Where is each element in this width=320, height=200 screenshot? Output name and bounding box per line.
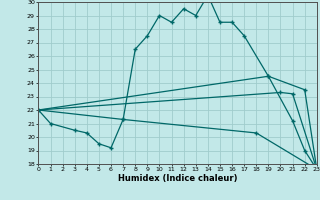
X-axis label: Humidex (Indice chaleur): Humidex (Indice chaleur) — [118, 174, 237, 183]
